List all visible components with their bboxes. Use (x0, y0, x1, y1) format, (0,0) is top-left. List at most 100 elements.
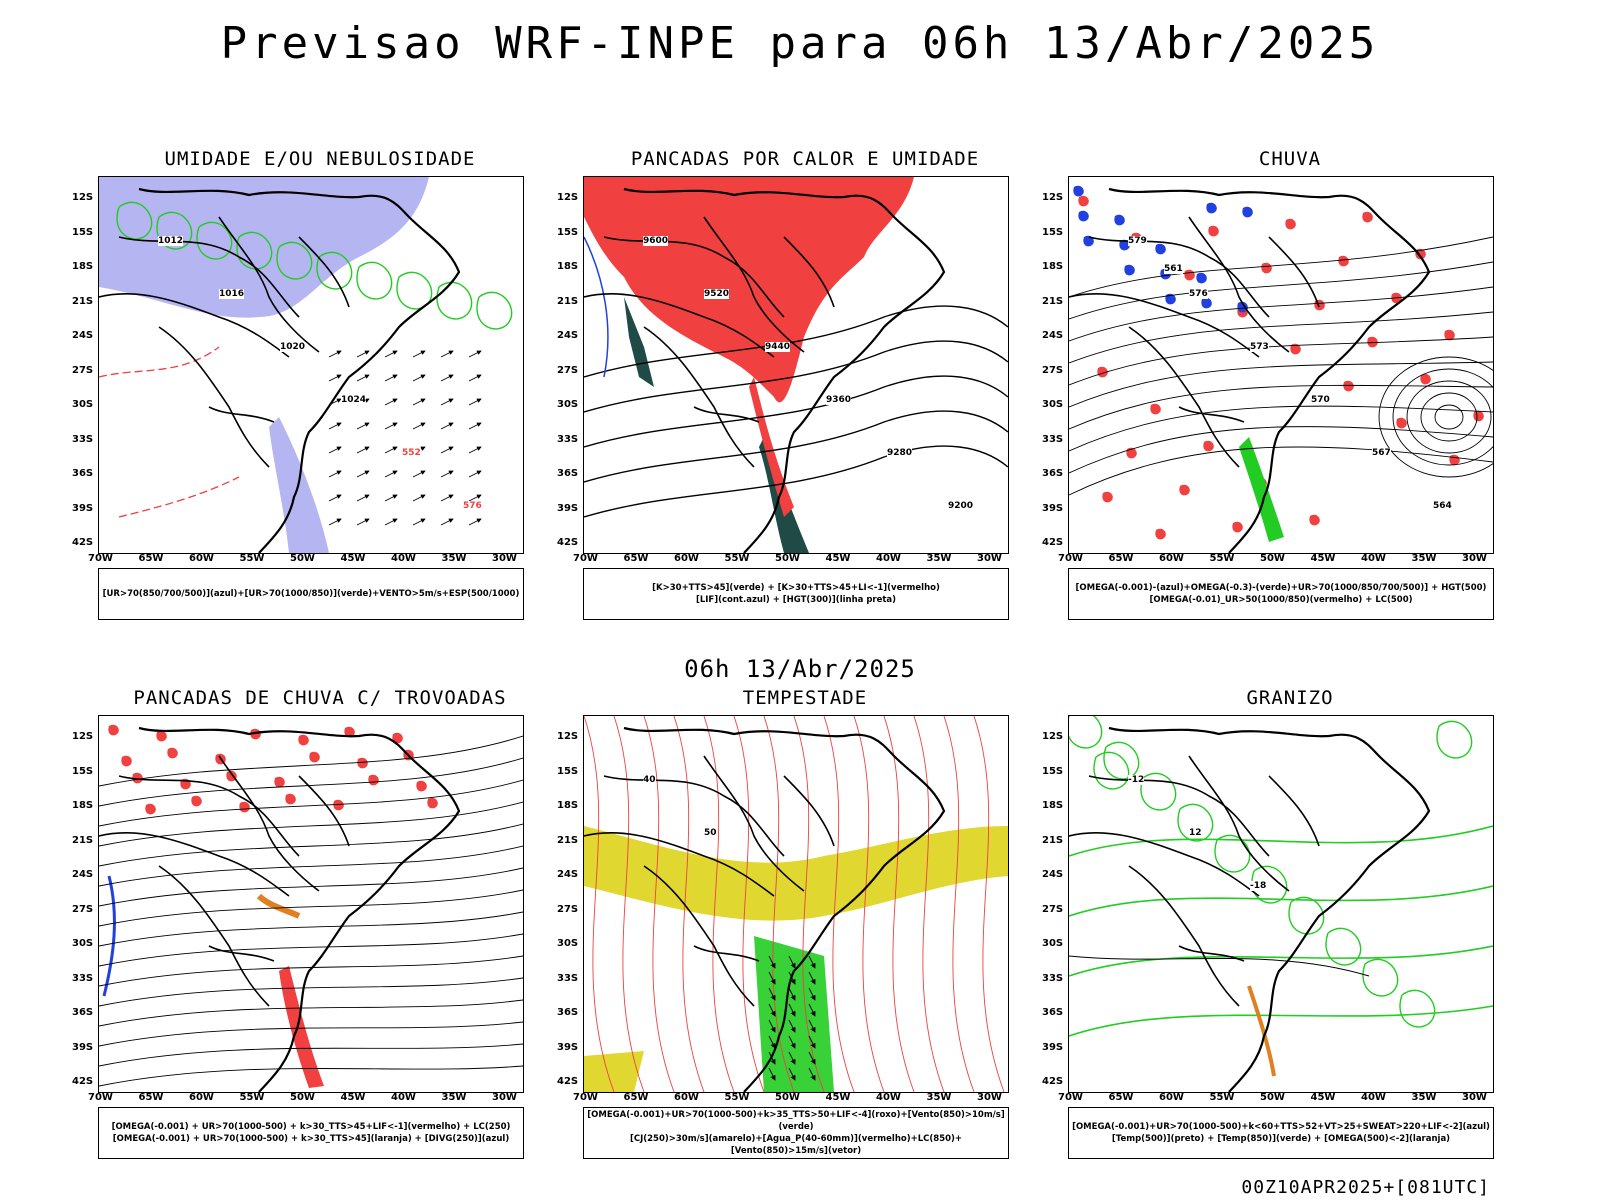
lc-contour (913, 716, 945, 1092)
lon-tick-label: 70W (573, 553, 598, 564)
lon-tick-label: 60W (674, 1092, 699, 1103)
country-border (298, 236, 350, 308)
lat-tick-label: 15S (1042, 226, 1064, 238)
storm-cell (279, 966, 324, 1088)
map-canvas (99, 177, 513, 553)
country-border (99, 292, 290, 358)
lon-tick-label: 60W (189, 1092, 214, 1103)
wind-vector (808, 1003, 816, 1017)
country-border (298, 775, 350, 847)
storm-cell (145, 803, 156, 815)
contour-value-label: 561 (1164, 264, 1183, 274)
wind-vector (808, 987, 816, 1001)
country-border (693, 406, 760, 423)
streamline (99, 823, 523, 867)
lon-tick-label: 45W (825, 1092, 851, 1103)
country-border (1178, 945, 1245, 962)
streamline (99, 779, 523, 827)
country-border (1128, 865, 1240, 1007)
temp850-contour (1214, 834, 1251, 873)
legend-line: [OMEGA(-0.001)+UR>70(1000-500)+k>35_TTS>… (587, 1110, 1005, 1132)
streamline (99, 955, 523, 987)
streamline (99, 977, 523, 1007)
panel-legend: [UR>70(850/700/500)](azul)+[UR>70(1000/8… (98, 568, 524, 620)
lon-tick-label: 60W (189, 553, 214, 564)
lon-tick-label: 35W (441, 553, 467, 564)
rain-cell (1073, 185, 1084, 197)
lat-tick-label: 33S (557, 433, 579, 445)
lat-tick-label: 15S (72, 765, 94, 777)
lat-tick-label: 39S (72, 1041, 94, 1053)
lat-tick-label: 21S (557, 834, 579, 846)
wind-vector (788, 1067, 796, 1081)
lon-tick-label: 45W (340, 1092, 366, 1103)
streamline (99, 1021, 523, 1047)
rain-cell (1285, 218, 1296, 230)
lat-tick-label: 24S (72, 869, 94, 880)
wind-vector (440, 494, 454, 502)
wind-vector (440, 518, 454, 526)
lon-tick-label: 30W (492, 553, 517, 564)
cyclone-streamline (1392, 368, 1493, 466)
storm-cell (427, 797, 438, 809)
wind-vector (412, 374, 426, 382)
wind-vector (356, 494, 370, 502)
wind-vector (808, 1051, 816, 1065)
contour-value-label: 579 (1128, 236, 1147, 246)
lon-tick-label: 55W (1209, 553, 1235, 564)
legend-line: [UR>70(850/700/500)](azul)+[UR>70(1000/8… (102, 589, 520, 599)
panel-legend: [OMEGA(-0.001)+UR>70(1000-500)+k<60+TTS>… (1068, 1107, 1494, 1159)
rain-cell (1314, 299, 1325, 311)
wind-vector (768, 955, 776, 969)
lc-contour (703, 716, 735, 1092)
country-border (1088, 236, 1270, 318)
lat-tick-label: 24S (72, 330, 94, 341)
lon-tick-label: 40W (1361, 1092, 1386, 1103)
rain-cell (1203, 440, 1214, 452)
coastline (138, 726, 461, 1092)
lat-tick-label: 18S (1042, 261, 1064, 272)
country-border (208, 406, 275, 423)
lat-tick-label: 42S (1042, 1076, 1064, 1087)
lat-tick-label: 33S (557, 972, 579, 984)
contour-value-label: 9440 (765, 342, 791, 352)
lat-tick-label: 36S (72, 1007, 94, 1018)
streamline (1069, 446, 1493, 496)
country-border (1069, 831, 1260, 897)
temp850-contour (1069, 945, 1493, 977)
map-frame (1068, 176, 1494, 554)
wind-vector (440, 374, 454, 382)
lat-tick-label: 12S (557, 192, 579, 203)
lon-tick-label: 40W (876, 1092, 901, 1103)
wind-vector (356, 470, 370, 478)
wind-vector (412, 494, 426, 502)
lat-tick-label: 18S (557, 800, 579, 811)
contour-value-label: 12 (1189, 828, 1202, 838)
streamline (99, 1065, 523, 1087)
streamline (1069, 286, 1493, 342)
map-frame (1068, 715, 1494, 1093)
legend-line: [OMEGA(-0.01)_UR>50(1000/850)(vermelho) … (1149, 595, 1413, 605)
country-border (1268, 775, 1320, 847)
wind-vector (788, 1003, 796, 1017)
streamline (1069, 384, 1493, 430)
panel-title: PANCADAS POR CALOR E UMIDADE (630, 148, 980, 170)
lon-tick-label: 55W (724, 553, 750, 564)
legend-line: [OMEGA(-0.001) + UR>70(1000-500) + k>30_… (112, 1134, 510, 1144)
wind-vector (808, 1035, 816, 1049)
lat-tick-label: 42S (72, 1076, 94, 1087)
lon-tick-label: 40W (391, 553, 416, 564)
rain-cell (1362, 211, 1373, 223)
wind-vector (808, 1067, 816, 1081)
lat-tick-label: 30S (557, 399, 579, 410)
country-border (1188, 755, 1290, 892)
country-border (783, 236, 835, 308)
lat-tick-label: 36S (72, 468, 94, 479)
wind-vector (788, 1019, 796, 1033)
lat-tick-label: 39S (557, 502, 579, 514)
country-border (693, 945, 760, 962)
storm-cell (298, 734, 309, 746)
lat-tick-label: 27S (1042, 364, 1064, 376)
country-border (208, 945, 275, 962)
lat-tick-label: 21S (72, 834, 94, 846)
